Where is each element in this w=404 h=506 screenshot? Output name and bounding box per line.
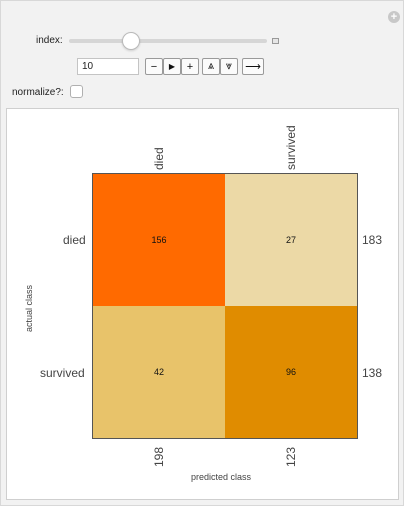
direction-button[interactable]: ⟶	[242, 58, 264, 75]
index-slider-thumb[interactable]	[122, 32, 140, 50]
cell-value: 156	[151, 235, 167, 245]
cell-value: 96	[285, 367, 296, 377]
col-total: 123	[284, 446, 298, 467]
normalize-label: normalize?:	[12, 87, 64, 98]
row-label: died	[63, 233, 86, 247]
index-slider[interactable]	[69, 39, 267, 43]
faster-button[interactable]: ⩓	[202, 58, 220, 75]
row-total: 183	[362, 233, 383, 247]
normalize-checkbox[interactable]	[70, 85, 83, 98]
matrix-cell: 27	[225, 174, 357, 306]
cell-value: 27	[285, 235, 296, 245]
y-axis-title: actual class	[24, 284, 34, 332]
matrix-cell: 156	[93, 174, 225, 306]
play-button[interactable]: ▶	[163, 58, 181, 75]
row-total: 138	[362, 366, 383, 380]
index-label: index:	[36, 35, 63, 46]
increment-button[interactable]: +	[181, 58, 199, 75]
slower-button[interactable]: ⩔	[220, 58, 238, 75]
matrix-cell: 42	[93, 306, 225, 438]
col-label: survived	[284, 125, 298, 170]
col-label: died	[152, 147, 166, 170]
decrement-button[interactable]: −	[145, 58, 163, 75]
col-total: 198	[152, 446, 166, 467]
row-label: survived	[40, 366, 85, 380]
matrix-cell: 96	[225, 306, 357, 438]
x-axis-title: predicted class	[191, 472, 252, 482]
slider-options-icon[interactable]	[272, 38, 279, 44]
add-icon[interactable]: +	[388, 11, 400, 23]
index-input[interactable]	[77, 58, 139, 75]
cell-value: 42	[153, 367, 164, 377]
